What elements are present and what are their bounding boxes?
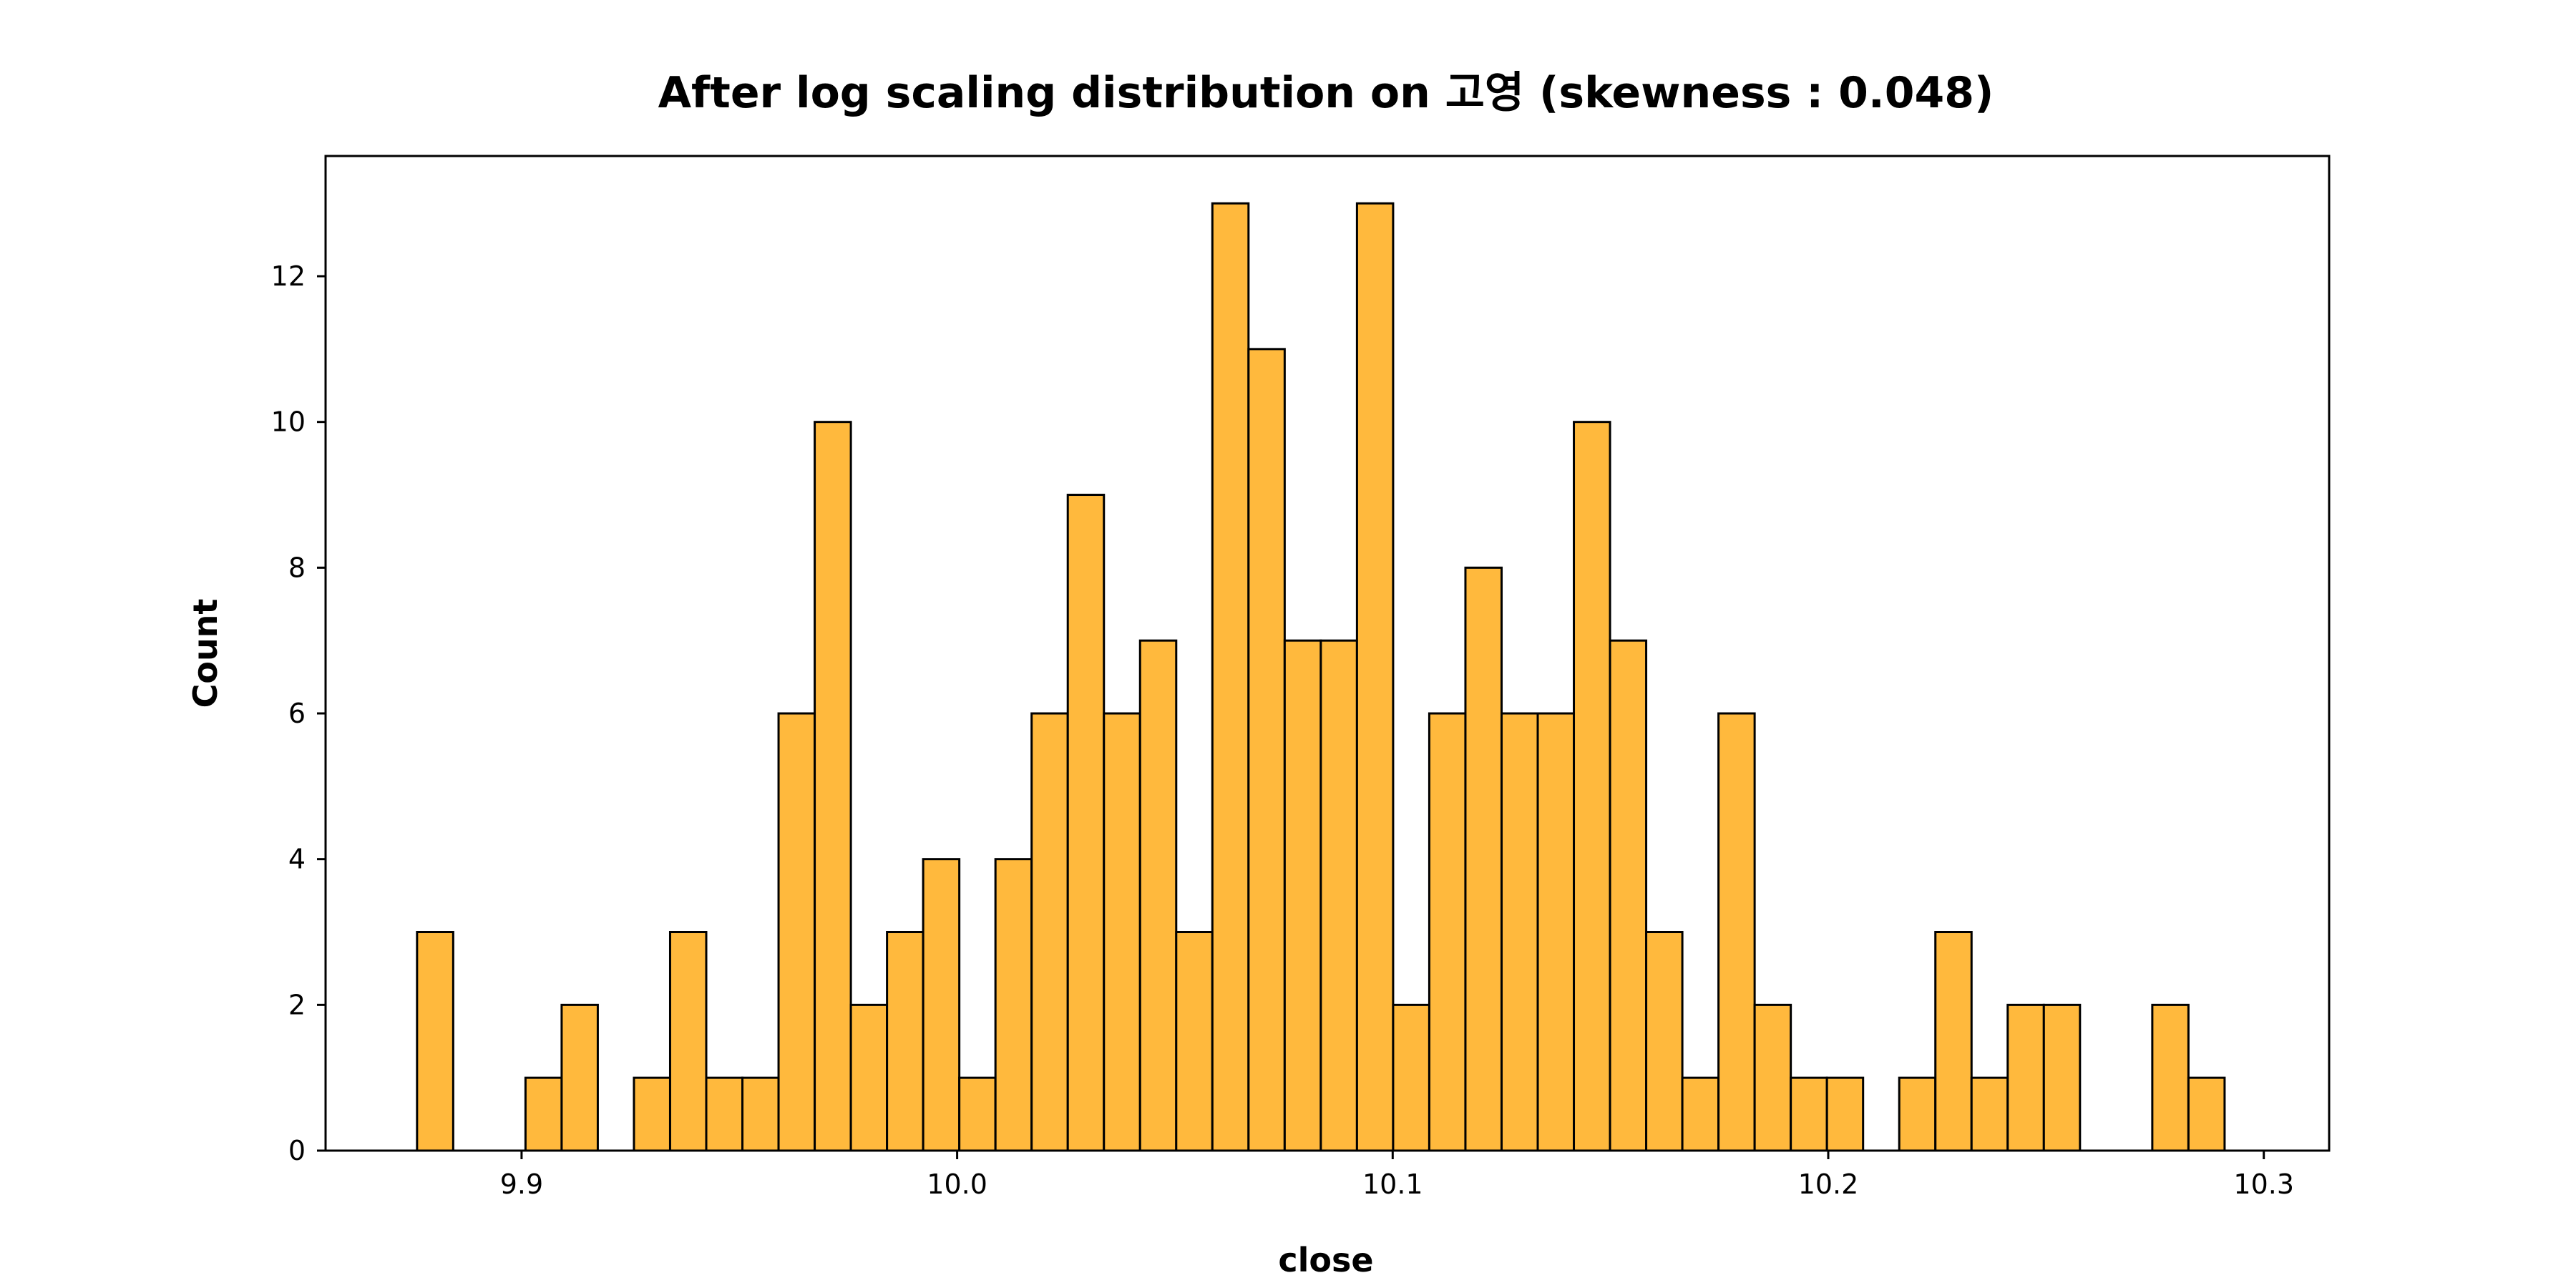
histogram-bar <box>2006 1003 2045 1152</box>
histogram-bar <box>922 858 961 1152</box>
bars-group <box>416 202 2226 1152</box>
histogram-bar <box>1030 712 1069 1152</box>
histogram-bar <box>1138 639 1178 1152</box>
histogram-bar <box>1247 348 1286 1152</box>
histogram-bar <box>1428 712 1467 1152</box>
histogram-bar <box>2042 1003 2082 1152</box>
y-tick-label: 10 <box>271 406 306 438</box>
histogram-bar <box>1609 639 1648 1152</box>
y-axis: 0 2 4 6 8 10 12 <box>271 260 326 1166</box>
x-tick-label: 10.1 <box>1362 1169 1423 1200</box>
histogram-bar <box>1355 202 1395 1152</box>
x-tick-label: 10.2 <box>1798 1169 1859 1200</box>
histogram-bar <box>668 931 708 1152</box>
histogram-bar <box>1283 639 1322 1152</box>
histogram-bar <box>994 858 1033 1152</box>
histogram-bar <box>2151 1003 2190 1152</box>
histogram-bar <box>1934 931 1973 1152</box>
histogram-bar <box>1573 421 1611 1152</box>
histogram-bar <box>1645 931 1684 1152</box>
histogram-bar <box>1103 712 1141 1152</box>
x-tick-label: 9.9 <box>500 1169 543 1200</box>
histogram-bar <box>1536 712 1576 1152</box>
histogram-bar <box>560 1003 599 1152</box>
histogram-bar <box>849 1003 889 1152</box>
y-axis-label: Count <box>186 599 225 708</box>
histogram-bar <box>1500 712 1539 1152</box>
y-tick-label: 0 <box>288 1135 306 1166</box>
y-tick-label: 2 <box>288 989 306 1020</box>
x-axis-label: close <box>1278 1241 1373 1279</box>
histogram-bar <box>1319 639 1358 1152</box>
histogram-bar <box>1464 566 1503 1152</box>
histogram-bar <box>524 1076 563 1152</box>
y-tick-label: 8 <box>288 552 306 583</box>
x-tick-label: 10.3 <box>2233 1169 2294 1200</box>
histogram-bar <box>958 1076 997 1152</box>
y-tick-label: 6 <box>288 698 306 729</box>
histogram-bar <box>705 1076 744 1152</box>
histogram-bar <box>1066 494 1106 1152</box>
plot-frame <box>324 155 2331 1152</box>
histogram-bar <box>886 931 924 1152</box>
histogram-bar <box>777 712 816 1152</box>
histogram-bar <box>2187 1076 2226 1152</box>
x-tick-label: 10.0 <box>927 1169 987 1200</box>
histogram-bar <box>1825 1076 1865 1152</box>
histogram-bar <box>1175 931 1214 1152</box>
histogram-bar <box>416 931 454 1152</box>
histogram-bar <box>1681 1076 1720 1152</box>
x-axis: 9.9 10.0 10.1 10.2 10.3 <box>500 1151 2294 1200</box>
histogram-bar <box>1753 1003 1792 1152</box>
histogram-bar <box>1898 1076 1937 1152</box>
histogram-bar <box>1211 202 1250 1152</box>
chart-title: After log scaling distribution on 고영 (sk… <box>658 68 1994 118</box>
y-tick-label: 12 <box>271 260 306 292</box>
histogram-bar <box>633 1076 671 1152</box>
histogram-bar <box>814 421 852 1152</box>
y-tick-label: 4 <box>288 844 306 875</box>
histogram-bar <box>1717 712 1756 1152</box>
histogram-bar <box>741 1076 780 1152</box>
histogram-bar <box>1790 1076 1828 1152</box>
histogram-bar <box>1392 1003 1430 1152</box>
histogram-bar <box>1970 1076 2009 1152</box>
